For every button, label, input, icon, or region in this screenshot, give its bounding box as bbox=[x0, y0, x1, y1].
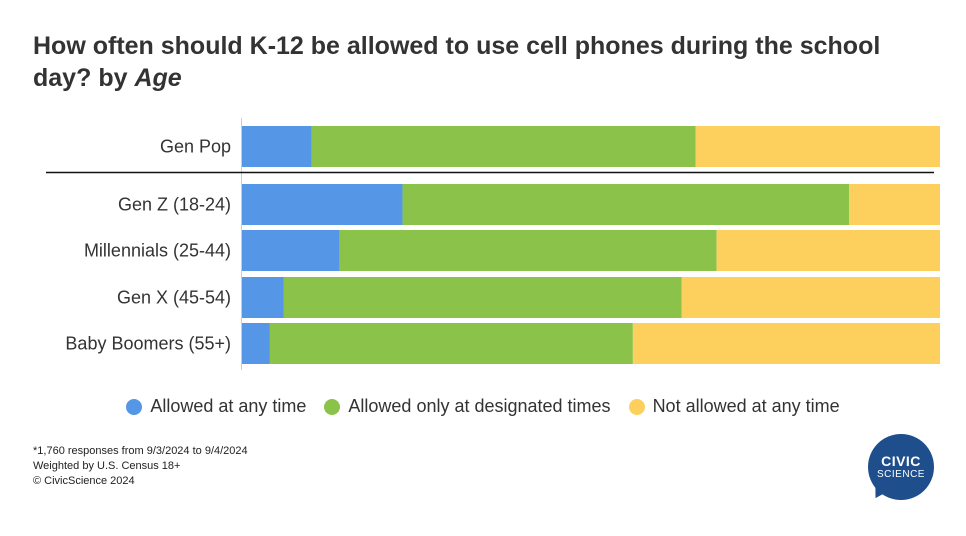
legend-item-2: Allowed only at designated times bbox=[324, 396, 611, 417]
chart-title-main: How often should K-12 be allowed to use … bbox=[33, 32, 881, 92]
bar-segment-1-row-1 bbox=[242, 126, 312, 167]
legend-item-3: Not allowed at any time bbox=[628, 396, 840, 417]
category-label: Gen Pop bbox=[160, 137, 231, 157]
category-label: Baby Boomers (55+) bbox=[65, 334, 231, 354]
civicscience-logo: CIVIC SCIENCE bbox=[868, 434, 934, 500]
chart-legend: Allowed at any time Allowed only at desig… bbox=[0, 396, 966, 417]
stacked-bar-chart: Gen Pop Gen Z (18-24) Millennials (25-44) G… bbox=[46, 118, 940, 370]
footnote-copyright: © CivicScience 2024 bbox=[33, 475, 135, 487]
chart-title-group: Age bbox=[134, 64, 182, 92]
bar-segment-3-row-4 bbox=[681, 277, 940, 318]
chart-title-by: by bbox=[98, 64, 128, 92]
legend-swatch bbox=[126, 398, 143, 415]
legend-label: Not allowed at any time bbox=[652, 396, 840, 416]
bar-segment-1-row-3 bbox=[242, 230, 340, 271]
footnote: *1,760 responses from 9/3/2024 to 9/4/20… bbox=[33, 444, 248, 489]
bar-segment-1-row-2 bbox=[242, 184, 403, 225]
legend-swatch bbox=[628, 398, 645, 415]
legend-label: Allowed only at designated times bbox=[348, 396, 611, 416]
bar-segment-3-row-1 bbox=[695, 126, 940, 167]
bar-segment-3-row-2 bbox=[849, 184, 940, 225]
legend-label: Allowed at any time bbox=[150, 396, 307, 416]
category-label: Gen X (45-54) bbox=[117, 288, 231, 308]
legend-swatch bbox=[324, 398, 341, 415]
category-label: Gen Z (18-24) bbox=[118, 195, 231, 215]
logo-text-civic: CIVIC bbox=[881, 452, 921, 469]
legend-item-1: Allowed at any time bbox=[126, 396, 306, 417]
bar-segment-1-row-4 bbox=[242, 277, 284, 318]
bar-segment-2-row-2 bbox=[402, 184, 850, 225]
bar-segment-2-row-5 bbox=[269, 323, 633, 364]
category-label: Millennials (25-44) bbox=[84, 241, 231, 261]
bar-segment-2-row-1 bbox=[311, 126, 696, 167]
footnote-responses: *1,760 responses from 9/3/2024 to 9/4/20… bbox=[33, 445, 248, 457]
bar-segment-3-row-3 bbox=[716, 230, 940, 271]
bar-segment-2-row-4 bbox=[283, 277, 682, 318]
bar-segment-1-row-5 bbox=[242, 323, 270, 364]
chart-title: How often should K-12 be allowed to use … bbox=[33, 30, 943, 94]
bar-segment-2-row-3 bbox=[339, 230, 717, 271]
logo-text-science: SCIENCE bbox=[877, 468, 925, 480]
footnote-weighting: Weighted by U.S. Census 18+ bbox=[33, 460, 181, 472]
bar-segment-3-row-5 bbox=[632, 323, 940, 364]
